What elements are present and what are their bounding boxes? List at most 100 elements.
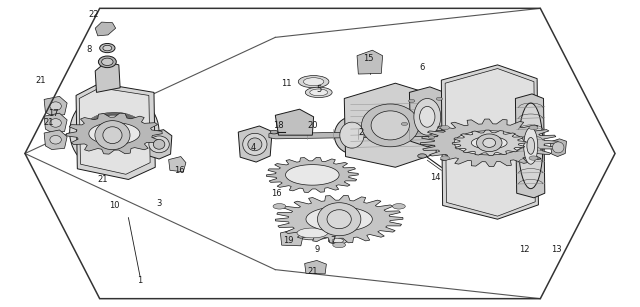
Ellipse shape	[292, 226, 333, 240]
Polygon shape	[44, 96, 67, 116]
Text: 13: 13	[551, 245, 561, 254]
Ellipse shape	[529, 156, 538, 160]
Ellipse shape	[317, 203, 361, 236]
Polygon shape	[515, 94, 545, 198]
Ellipse shape	[362, 104, 419, 147]
Ellipse shape	[102, 58, 113, 65]
Ellipse shape	[248, 138, 262, 151]
Ellipse shape	[305, 87, 332, 98]
Text: 10: 10	[109, 201, 120, 210]
Ellipse shape	[401, 122, 408, 126]
Ellipse shape	[50, 102, 61, 111]
Polygon shape	[472, 137, 507, 149]
Text: 17: 17	[48, 109, 58, 118]
Ellipse shape	[420, 107, 435, 127]
Ellipse shape	[436, 97, 443, 100]
Polygon shape	[275, 196, 403, 243]
Ellipse shape	[428, 136, 435, 139]
Polygon shape	[67, 113, 163, 154]
Polygon shape	[344, 83, 436, 167]
Ellipse shape	[483, 138, 495, 147]
Text: 16: 16	[271, 189, 282, 198]
Polygon shape	[306, 207, 372, 231]
Ellipse shape	[527, 138, 534, 154]
Ellipse shape	[95, 121, 130, 150]
Ellipse shape	[332, 239, 344, 243]
Ellipse shape	[440, 156, 449, 160]
Ellipse shape	[298, 76, 329, 88]
Text: 1: 1	[138, 276, 143, 285]
Polygon shape	[76, 83, 156, 180]
Ellipse shape	[50, 135, 61, 144]
Text: 19: 19	[283, 236, 293, 245]
Text: 7: 7	[330, 236, 335, 245]
Text: 12: 12	[519, 245, 530, 254]
Polygon shape	[420, 119, 558, 167]
Ellipse shape	[552, 142, 564, 153]
Text: 16: 16	[174, 166, 185, 175]
Ellipse shape	[297, 228, 328, 238]
Ellipse shape	[392, 204, 405, 209]
Ellipse shape	[154, 139, 165, 149]
Text: 22: 22	[88, 10, 99, 19]
Ellipse shape	[100, 44, 115, 52]
Ellipse shape	[333, 242, 346, 248]
Text: 8: 8	[86, 45, 92, 54]
Polygon shape	[238, 126, 272, 162]
Ellipse shape	[243, 133, 267, 155]
Text: 3: 3	[156, 200, 162, 208]
Ellipse shape	[408, 99, 415, 103]
Ellipse shape	[50, 119, 61, 127]
Ellipse shape	[340, 122, 364, 148]
Polygon shape	[452, 130, 526, 156]
Polygon shape	[275, 109, 314, 135]
Ellipse shape	[418, 154, 427, 158]
Polygon shape	[445, 68, 535, 216]
Ellipse shape	[270, 130, 278, 134]
Polygon shape	[357, 50, 383, 74]
Text: 11: 11	[282, 79, 292, 88]
Text: 5: 5	[316, 85, 321, 94]
Text: 21: 21	[44, 119, 54, 127]
Ellipse shape	[99, 56, 116, 68]
Ellipse shape	[524, 127, 538, 164]
Text: 6: 6	[419, 64, 425, 72]
Text: 21: 21	[98, 175, 108, 184]
Ellipse shape	[371, 111, 410, 140]
Ellipse shape	[414, 99, 441, 135]
Text: 2: 2	[359, 128, 364, 137]
Polygon shape	[145, 130, 172, 159]
Polygon shape	[269, 130, 486, 139]
Polygon shape	[550, 139, 566, 157]
Polygon shape	[305, 260, 326, 274]
Polygon shape	[79, 88, 150, 174]
Ellipse shape	[103, 45, 112, 51]
Ellipse shape	[70, 91, 159, 173]
Polygon shape	[442, 65, 538, 219]
Polygon shape	[285, 165, 339, 185]
Ellipse shape	[518, 103, 543, 188]
Polygon shape	[44, 130, 67, 150]
Polygon shape	[454, 131, 524, 155]
Polygon shape	[410, 87, 446, 147]
Ellipse shape	[334, 117, 369, 154]
Ellipse shape	[327, 210, 351, 229]
Text: 20: 20	[307, 122, 317, 130]
Polygon shape	[44, 113, 67, 133]
Ellipse shape	[103, 127, 122, 144]
Ellipse shape	[529, 126, 538, 130]
Text: 18: 18	[273, 122, 284, 130]
Ellipse shape	[149, 136, 170, 153]
Polygon shape	[95, 62, 120, 92]
Text: 14: 14	[429, 173, 440, 182]
Ellipse shape	[310, 89, 328, 96]
Polygon shape	[169, 157, 186, 172]
Ellipse shape	[328, 237, 348, 244]
Polygon shape	[89, 122, 140, 145]
Text: 4: 4	[250, 143, 255, 152]
Text: 15: 15	[363, 54, 373, 63]
Ellipse shape	[303, 78, 324, 86]
Text: 21: 21	[35, 76, 45, 85]
Ellipse shape	[476, 134, 502, 152]
Ellipse shape	[79, 100, 150, 164]
